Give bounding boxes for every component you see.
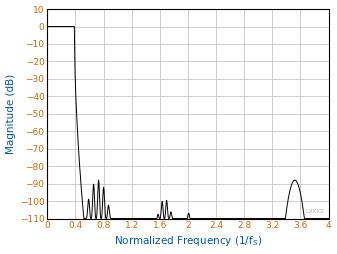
Y-axis label: Magnitude (dB): Magnitude (dB) xyxy=(5,74,16,154)
X-axis label: Normalized Frequency (1/f$_S$): Normalized Frequency (1/f$_S$) xyxy=(114,234,262,248)
Text: LXXX2: LXXX2 xyxy=(306,209,325,214)
